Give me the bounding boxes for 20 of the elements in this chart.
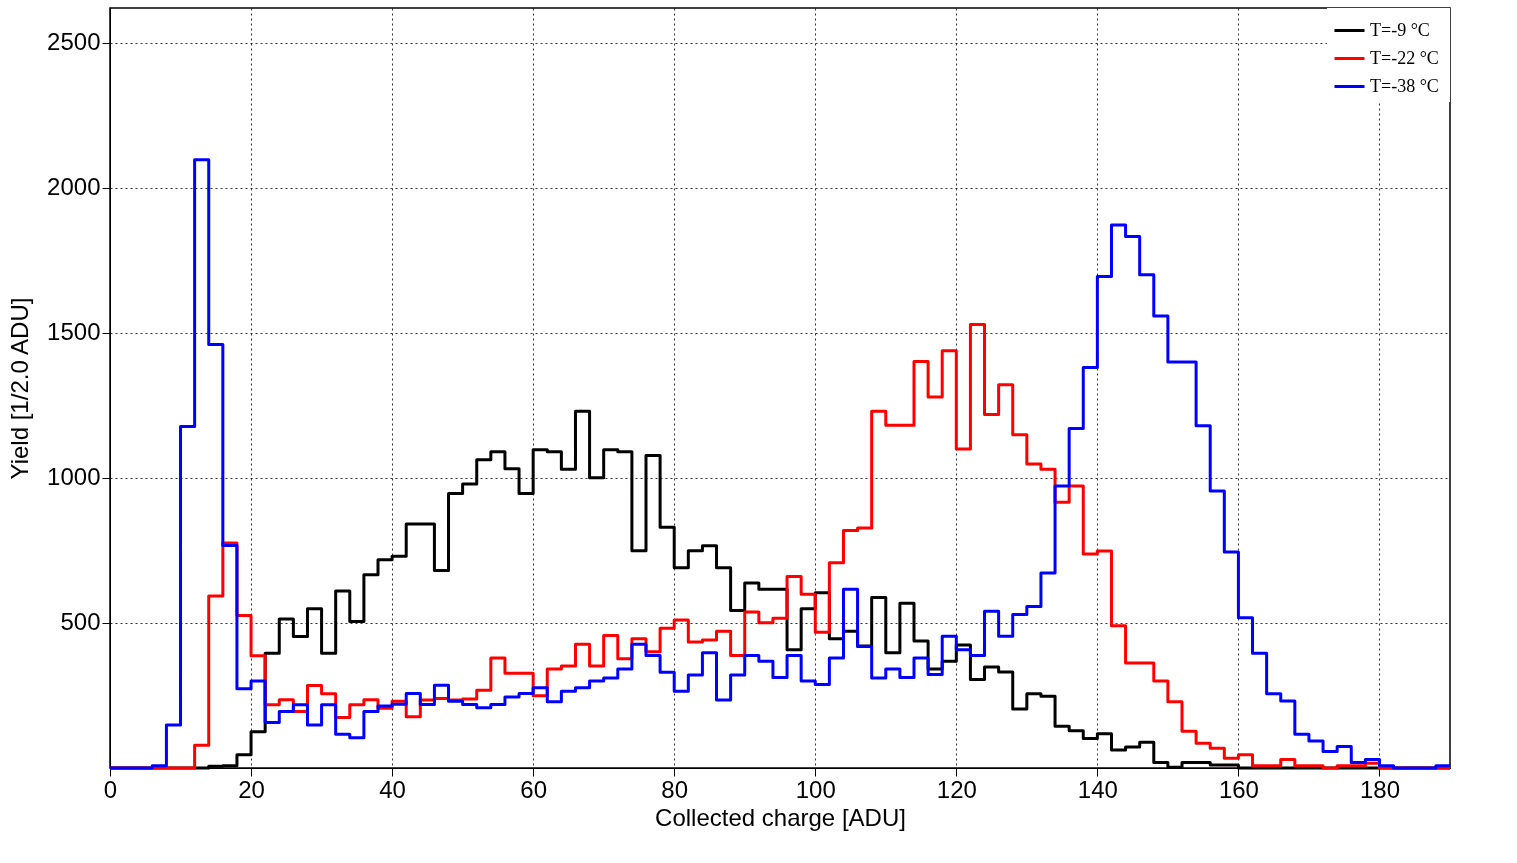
x-tick-label: 0: [103, 775, 118, 803]
x-tick-label: 40: [379, 775, 406, 803]
x-axis-title: Collected charge [ADU]: [655, 803, 906, 831]
x-tick-label: 180: [1359, 775, 1400, 803]
x-tick-label: 100: [795, 775, 836, 803]
y-tick-label: 1000: [47, 463, 101, 491]
legend-label: T=-22 °C: [1370, 47, 1439, 68]
x-tick-label: 120: [936, 775, 977, 803]
x-tick-label: 160: [1218, 775, 1259, 803]
y-tick-label: 2500: [47, 28, 101, 56]
x-tick-label: 60: [520, 775, 548, 803]
legend-label: T=-9 °C: [1370, 19, 1430, 40]
y-tick-label: 2000: [47, 173, 101, 201]
legend-label: T=-38 °C: [1370, 75, 1439, 96]
y-axis-title: Yield [1/2.0 ADU]: [6, 297, 34, 480]
x-tick-label: 20: [238, 775, 265, 803]
y-tick-label: 1500: [47, 318, 101, 346]
y-tick-label: 500: [60, 608, 101, 636]
x-tick-label: 80: [661, 775, 689, 803]
x-tick-label: 140: [1077, 775, 1118, 803]
